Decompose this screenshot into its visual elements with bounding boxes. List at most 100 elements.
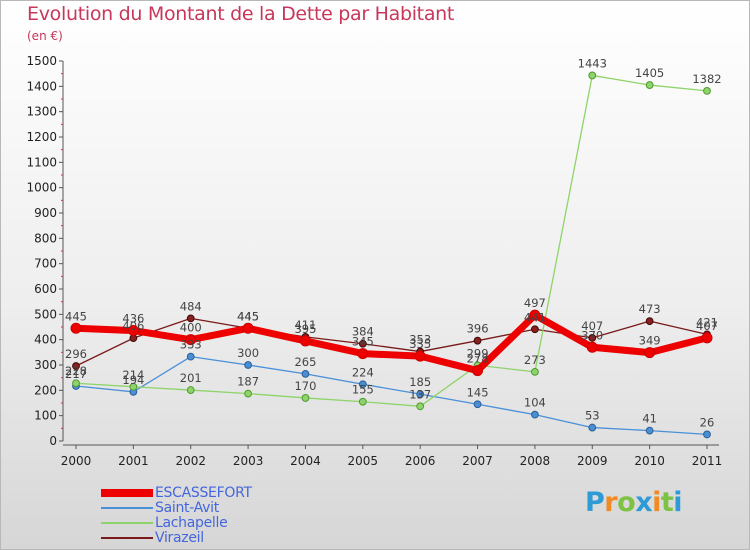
data-point xyxy=(703,86,711,95)
y-tick-label: 200 xyxy=(34,383,57,397)
data-point xyxy=(645,317,654,326)
y-tick-label: 1500 xyxy=(26,54,57,68)
data-point xyxy=(529,309,541,321)
data-point xyxy=(473,336,482,345)
data-point xyxy=(299,335,311,347)
data-label: 333 xyxy=(180,338,202,352)
data-label: 217 xyxy=(65,367,87,381)
legend-swatch xyxy=(101,489,153,497)
data-label: 400 xyxy=(180,321,202,335)
x-tick-label: 2005 xyxy=(348,454,379,468)
series-line-lachapelle xyxy=(75,74,708,407)
x-tick-label: 2001 xyxy=(118,454,149,468)
data-label: 407 xyxy=(696,319,718,333)
x-tick-label: 2003 xyxy=(233,454,264,468)
data-label: 145 xyxy=(467,385,489,399)
data-point xyxy=(588,71,597,80)
chart-subtitle: (en €) xyxy=(27,29,63,43)
data-label: 411 xyxy=(294,318,316,332)
data-label: 194 xyxy=(122,373,144,387)
y-tick-label: 600 xyxy=(34,282,57,296)
data-point xyxy=(472,365,484,377)
x-tick-label: 2010 xyxy=(634,454,665,468)
logo-letter: x xyxy=(635,487,653,518)
data-label: 370 xyxy=(581,328,603,342)
data-label: 104 xyxy=(524,396,546,410)
data-point xyxy=(186,352,195,361)
data-label: 224 xyxy=(352,365,374,379)
data-label: 1443 xyxy=(578,56,607,70)
y-tick-label: 500 xyxy=(34,307,57,321)
y-tick-label: 100 xyxy=(34,409,57,423)
data-label: 155 xyxy=(352,383,374,397)
data-label: 201 xyxy=(180,371,202,385)
logo-letter: o xyxy=(617,487,636,518)
data-label: 137 xyxy=(409,387,431,401)
x-tick-label: 2011 xyxy=(692,454,723,468)
data-point xyxy=(703,430,711,439)
data-label: 214 xyxy=(122,368,144,382)
data-point xyxy=(531,325,539,334)
data-label: 170 xyxy=(294,379,316,393)
x-tick-label: 2008 xyxy=(520,454,551,468)
series-saint-avit xyxy=(72,352,711,439)
y-tick-label: 1300 xyxy=(26,105,57,119)
logo-letter: i xyxy=(673,487,683,518)
legend-label: Saint-Avit xyxy=(155,500,219,516)
data-point xyxy=(586,341,598,353)
data-point xyxy=(70,322,82,334)
data-label: 1405 xyxy=(635,66,664,80)
data-label: 473 xyxy=(639,302,661,316)
data-point xyxy=(129,382,138,391)
data-label: 299 xyxy=(467,346,489,360)
data-label: 406 xyxy=(122,319,144,333)
data-point xyxy=(644,347,656,359)
series-line-escassefort xyxy=(72,311,711,375)
x-tick-label: 2009 xyxy=(577,454,608,468)
data-label: 1382 xyxy=(692,72,721,86)
data-label: 296 xyxy=(65,347,87,361)
series-virazeil xyxy=(72,314,711,370)
data-point xyxy=(244,389,252,398)
data-point xyxy=(72,379,80,388)
proxiti-logo: Proxiti xyxy=(585,487,683,518)
data-point xyxy=(358,397,367,406)
y-tick-label: 1400 xyxy=(26,79,57,93)
data-point xyxy=(186,386,195,394)
data-label: 349 xyxy=(639,334,661,348)
series-line-virazeil xyxy=(75,317,708,367)
legend-label: Lachapelle xyxy=(155,515,228,531)
data-label: 497 xyxy=(524,296,546,310)
data-point xyxy=(701,332,713,344)
series-lachapelle xyxy=(72,71,711,411)
data-point xyxy=(242,322,254,334)
legend-swatch xyxy=(101,537,153,539)
data-point xyxy=(588,423,597,432)
data-label: 345 xyxy=(352,335,374,349)
logo-letter: r xyxy=(604,487,618,518)
data-label: 445 xyxy=(65,309,87,323)
data-label: 187 xyxy=(237,375,259,389)
x-tick-label: 2000 xyxy=(61,454,92,468)
data-point xyxy=(358,380,367,389)
data-point xyxy=(531,410,539,419)
x-tick-label: 2007 xyxy=(462,454,493,468)
data-point xyxy=(416,390,425,399)
series-escassefort xyxy=(70,309,713,377)
data-point xyxy=(301,369,310,378)
y-tick-label: 0 xyxy=(49,434,57,448)
data-point xyxy=(645,426,654,435)
data-label: 53 xyxy=(585,409,600,423)
data-point xyxy=(588,333,597,342)
x-tick-label: 2006 xyxy=(405,454,436,468)
data-label: 26 xyxy=(700,415,715,429)
data-point xyxy=(645,81,654,89)
data-label: 445 xyxy=(237,309,259,323)
legend-swatch xyxy=(101,522,153,524)
x-tick-label: 2002 xyxy=(175,454,206,468)
y-tick-label: 1200 xyxy=(26,130,57,144)
legend-label: Virazeil xyxy=(155,530,204,546)
data-point xyxy=(531,367,539,376)
